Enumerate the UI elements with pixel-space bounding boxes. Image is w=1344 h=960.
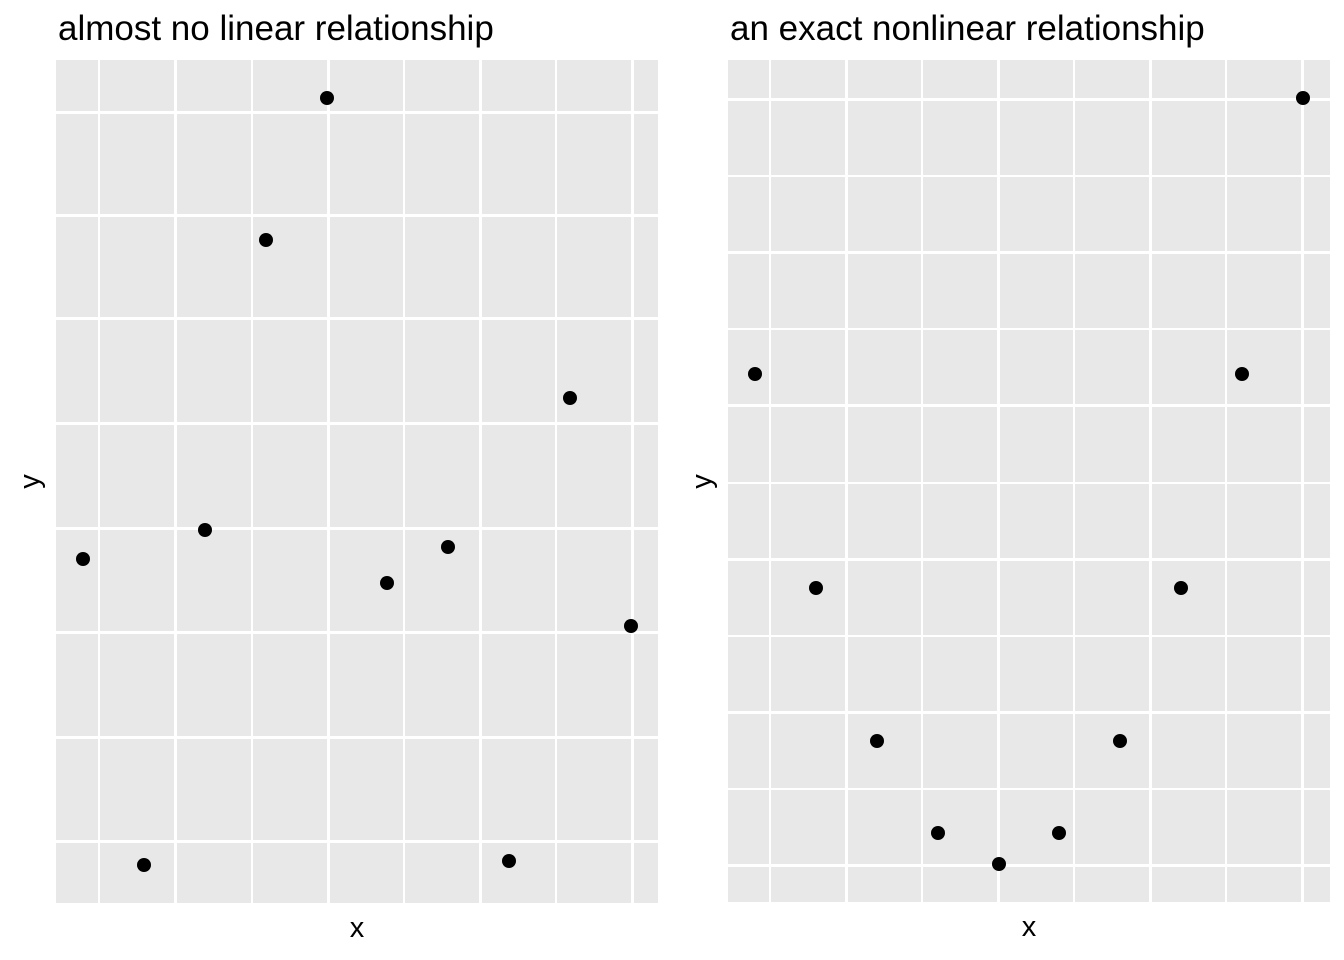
minor-gridline-horizontal (728, 635, 1330, 637)
data-point (1174, 581, 1189, 596)
major-gridline-horizontal (56, 110, 658, 114)
minor-gridline-vertical (921, 60, 923, 902)
major-gridline-vertical (844, 60, 848, 902)
minor-gridline-vertical (769, 60, 771, 902)
plot-panel (56, 60, 658, 903)
plot-panel (728, 60, 1330, 902)
data-point (137, 857, 152, 872)
major-gridline-horizontal (728, 557, 1330, 561)
y-axis-title-area: y (684, 60, 720, 902)
data-point (319, 91, 334, 106)
major-gridline-horizontal (728, 863, 1330, 867)
major-gridline-vertical (1148, 60, 1152, 902)
major-gridline-horizontal (56, 213, 658, 217)
major-gridline-vertical (996, 60, 1000, 902)
data-point (562, 391, 577, 406)
minor-gridline-horizontal (728, 328, 1330, 330)
major-gridline-horizontal (56, 316, 658, 320)
major-gridline-horizontal (728, 710, 1330, 714)
x-axis-title: x (349, 912, 365, 944)
y-axis-title: y (685, 473, 718, 489)
minor-gridline-vertical (403, 60, 405, 903)
major-gridline-vertical (1300, 60, 1304, 902)
major-gridline-horizontal (56, 630, 658, 634)
minor-gridline-vertical (251, 60, 253, 903)
data-point (1295, 91, 1310, 106)
major-gridline-horizontal (56, 526, 658, 530)
data-point (502, 853, 517, 868)
data-point (1052, 826, 1067, 841)
data-point (441, 540, 456, 555)
minor-gridline-horizontal (728, 482, 1330, 484)
data-point (1113, 734, 1128, 749)
data-point (809, 581, 824, 596)
major-gridline-vertical (326, 60, 330, 903)
data-point (748, 366, 763, 381)
data-point (991, 856, 1006, 871)
data-point (258, 232, 273, 247)
data-point (1234, 366, 1249, 381)
data-point (869, 734, 884, 749)
data-point (930, 826, 945, 841)
minor-gridline-horizontal (728, 788, 1330, 790)
major-gridline-horizontal (728, 250, 1330, 254)
minor-gridline-vertical (1073, 60, 1075, 902)
plot-title: an exact nonlinear relationship (730, 9, 1205, 48)
major-gridline-vertical (173, 60, 177, 903)
minor-gridline-vertical (1225, 60, 1227, 902)
data-point (197, 523, 212, 538)
minor-gridline-vertical (555, 60, 557, 903)
major-gridline-horizontal (728, 97, 1330, 101)
major-gridline-horizontal (728, 403, 1330, 407)
data-point (623, 619, 638, 634)
minor-gridline-horizontal (728, 175, 1330, 177)
major-gridline-horizontal (56, 421, 658, 425)
major-gridline-vertical (630, 60, 634, 903)
major-gridline-horizontal (56, 735, 658, 739)
plot-title: almost no linear relationship (58, 9, 494, 48)
major-gridline-horizontal (56, 839, 658, 843)
minor-gridline-vertical (98, 60, 100, 903)
major-gridline-vertical (478, 60, 482, 903)
data-point (380, 575, 395, 590)
data-point (76, 551, 91, 566)
x-axis-title: x (1021, 911, 1037, 943)
